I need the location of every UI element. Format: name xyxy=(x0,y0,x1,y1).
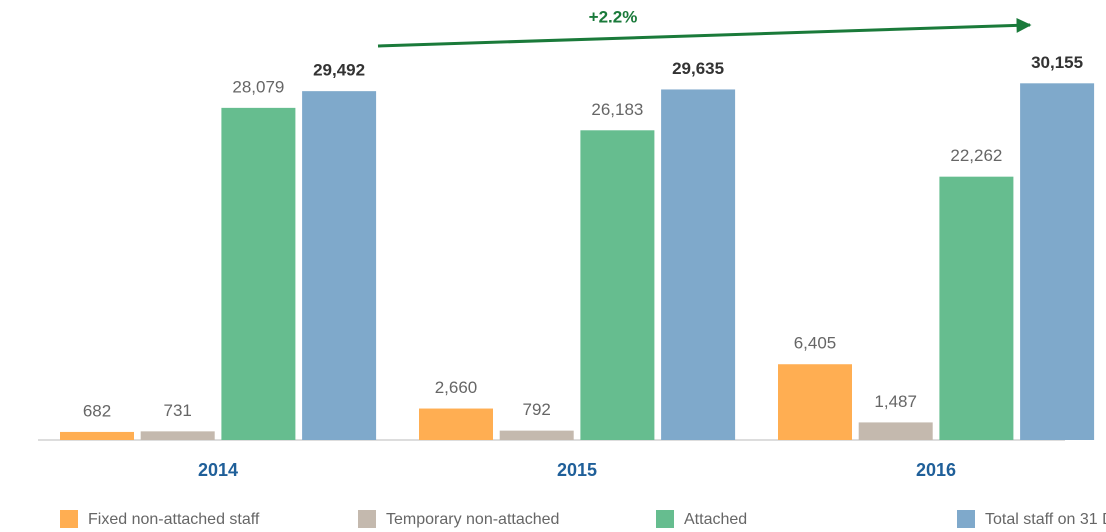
data-label: 29,635 xyxy=(672,59,724,78)
legend-swatch xyxy=(656,510,674,528)
legend-label: Fixed non-attached staff xyxy=(88,511,260,528)
x-tick-label: 2014 xyxy=(198,460,238,480)
data-label: 1,487 xyxy=(874,392,917,411)
bar xyxy=(140,431,215,440)
legend-swatch xyxy=(358,510,376,528)
bar xyxy=(580,130,655,440)
trend-arrow xyxy=(377,17,1032,48)
data-label: 792 xyxy=(523,400,551,419)
bar xyxy=(661,89,736,440)
bar xyxy=(499,430,574,440)
legend-label: Temporary non-attached xyxy=(386,511,559,528)
legend-label: Attached xyxy=(684,511,747,528)
bar xyxy=(221,107,296,440)
bar xyxy=(302,91,377,441)
data-label: 2,660 xyxy=(435,378,478,397)
x-tick-label: 2016 xyxy=(916,460,956,480)
bar xyxy=(1020,83,1095,441)
data-label: 29,492 xyxy=(313,61,365,80)
legend-label: Total staff on 31 Dec. xyxy=(985,511,1106,528)
legend-swatch xyxy=(957,510,975,528)
annotation: +2.2% xyxy=(589,7,638,26)
bar xyxy=(419,408,493,440)
bar xyxy=(939,176,1014,440)
data-label: 6,405 xyxy=(794,334,837,353)
data-label: 26,183 xyxy=(591,100,643,119)
data-label: 22,262 xyxy=(950,146,1002,165)
bar xyxy=(60,431,134,440)
data-label: 30,155 xyxy=(1031,53,1083,72)
bar xyxy=(778,364,852,440)
bar xyxy=(858,422,933,440)
legend-swatch xyxy=(60,510,78,528)
data-label: 682 xyxy=(83,401,111,420)
x-tick-label: 2015 xyxy=(557,460,597,480)
data-label: 28,079 xyxy=(232,77,284,96)
data-label: 731 xyxy=(164,401,192,420)
